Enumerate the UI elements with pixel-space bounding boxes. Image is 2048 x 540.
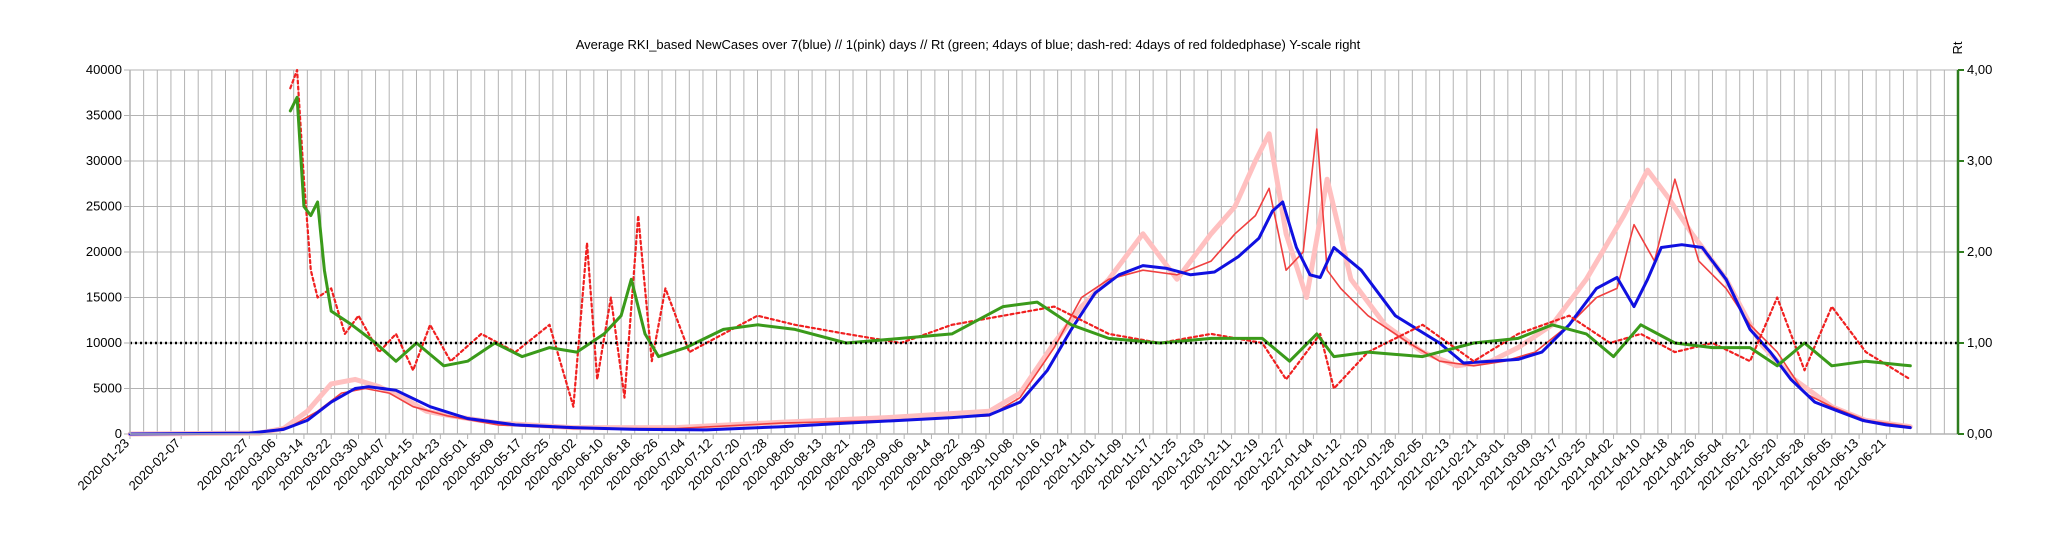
series-line-5 [288,95,1912,368]
x-tick-label: 2020-01-23 [74,436,132,494]
y2-tick-label: 4,00 [1967,62,1992,77]
series-line-4 [289,68,1912,408]
y-tick-label: 20000 [86,244,122,259]
y-tick-label: 30000 [86,153,122,168]
y2-tick-label: 0,00 [1967,426,1992,441]
y-axis-ticks: 0 5000 10000 15000 20000 25000 30000 35000 40000 [86,62,130,441]
y2-axis-label: Rt [1950,41,1965,54]
y-tick-label: 15000 [86,290,122,305]
y2-tick-label: 3,00 [1967,153,1992,168]
y-tick-label: 35000 [86,108,122,123]
x-tick-label: 2020-02-07 [126,436,184,494]
series-line-1 [127,131,1913,437]
series-group [127,68,1958,437]
y2-axis-ticks: 0,00 1,00 2,00 3,00 4,00 [1958,62,1992,441]
y-tick-label: 40000 [86,62,122,77]
axes [129,70,1960,435]
y2-tick-label: 2,00 [1967,244,1992,259]
series-line-2 [129,128,1912,435]
y-tick-label: 25000 [86,199,122,214]
chart-title: Average RKI_based NewCases over 7(blue) … [576,37,1361,52]
series-line-3 [128,200,1912,436]
y-tick-label: 10000 [86,335,122,350]
y2-tick-label: 1,00 [1967,335,1992,350]
y-tick-label: 5000 [93,381,122,396]
y-tick-label: 0 [115,426,122,441]
grid [129,69,1959,435]
